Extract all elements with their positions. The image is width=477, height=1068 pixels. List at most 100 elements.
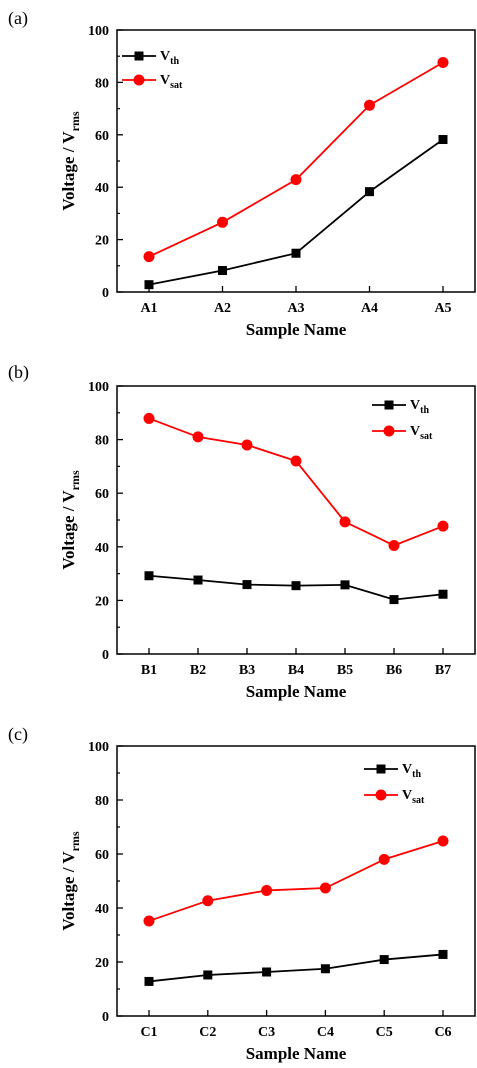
chart-panel-2: (b) 0 20 40 60 80 100 B1 B2 B3 B4 B5 B6 B7 Sample Name… xyxy=(8,362,476,701)
x-tick-label: C1 xyxy=(140,1025,157,1040)
point-sat xyxy=(290,174,302,186)
point-th xyxy=(193,575,203,585)
point-sat xyxy=(437,56,449,68)
point-th xyxy=(203,970,213,980)
point-th xyxy=(320,964,330,974)
series-line-sat xyxy=(148,840,444,922)
point-sat xyxy=(290,455,302,467)
x-tick-label: C3 xyxy=(258,1025,275,1040)
point-sat xyxy=(339,516,351,528)
point-th xyxy=(144,976,154,986)
x-tick-label: B1 xyxy=(141,663,157,678)
x-axis-title: Sample Name xyxy=(246,682,347,701)
x-tick-label: C5 xyxy=(376,1025,393,1040)
x-tick-label: B5 xyxy=(337,663,353,678)
x-axis-title: Sample Name xyxy=(246,1044,347,1063)
point-th xyxy=(365,187,374,197)
point-sat xyxy=(202,895,214,907)
point-sat xyxy=(319,882,331,894)
y-tick-label: 100 xyxy=(88,24,109,39)
legend-label-sat: Vsat xyxy=(160,73,183,91)
point-th xyxy=(438,589,448,599)
point-th xyxy=(218,266,227,276)
point-sat xyxy=(364,99,375,111)
y-tick-label: 20 xyxy=(95,956,109,971)
y-tick-label: 20 xyxy=(95,594,109,609)
y-tick-label: 0 xyxy=(102,1010,109,1025)
point-sat xyxy=(217,216,228,228)
legend-label-th: Vth xyxy=(160,49,179,67)
y-tick-label: 80 xyxy=(95,76,109,91)
point-sat xyxy=(143,251,155,263)
y-tick-label: 0 xyxy=(102,648,109,663)
point-sat xyxy=(378,853,390,865)
plot-frame xyxy=(116,745,476,1017)
y-tick-label: 80 xyxy=(95,794,109,809)
legend-label-sat: Vsat xyxy=(410,424,433,442)
y-axis-title: Voltage / Vrms xyxy=(59,831,82,931)
point-sat xyxy=(241,439,253,451)
x-tick-label: B3 xyxy=(239,663,255,678)
x-tick-label: A4 xyxy=(361,301,378,316)
point-th xyxy=(262,967,272,977)
legend-marker-th xyxy=(134,51,144,61)
panel-label: (a) xyxy=(8,8,28,29)
x-tick-label: B2 xyxy=(190,663,206,678)
series-line-sat xyxy=(148,61,444,258)
y-tick-label: 60 xyxy=(95,848,109,863)
panel-label: (b) xyxy=(8,362,29,383)
y-tick-label: 0 xyxy=(102,286,109,301)
x-tick-label: B7 xyxy=(435,663,451,678)
legend-label-th: Vth xyxy=(410,398,429,416)
x-tick-label: B4 xyxy=(288,663,304,678)
point-th xyxy=(144,280,154,290)
y-tick-label: 40 xyxy=(95,541,109,556)
series-line-th xyxy=(148,138,444,286)
point-th xyxy=(340,580,350,590)
y-tick-label: 40 xyxy=(95,181,109,196)
x-tick-label: A3 xyxy=(287,301,304,316)
point-sat xyxy=(437,835,449,847)
point-sat xyxy=(388,539,400,551)
point-th xyxy=(379,955,389,965)
x-axis-title: Sample Name xyxy=(246,320,347,339)
y-tick-label: 20 xyxy=(95,234,109,249)
chart-panel-1: (a) 0 20 40 60 80 100 A1 A2 A3 A4 A5 Sample Name Volt… xyxy=(8,8,476,339)
point-th xyxy=(291,248,301,258)
point-th xyxy=(144,571,154,581)
point-sat xyxy=(192,431,204,443)
y-tick-label: 100 xyxy=(88,380,109,395)
y-tick-label: 60 xyxy=(95,487,109,502)
x-tick-label: A5 xyxy=(434,301,451,316)
point-th xyxy=(438,135,448,145)
y-axis-title: Voltage / Vrms xyxy=(59,470,82,570)
x-tick-label: B6 xyxy=(386,663,402,678)
y-tick-label: 100 xyxy=(88,740,109,755)
chart-panel-3: (c) 0 20 40 60 80 100 C1 C2 C3 C4 C5 C6 Sample Name Vo… xyxy=(8,724,476,1063)
point-th xyxy=(389,595,399,605)
point-th xyxy=(291,581,301,591)
legend-marker-th xyxy=(384,400,394,410)
x-tick-label: A1 xyxy=(140,301,157,316)
y-tick-label: 60 xyxy=(95,129,109,144)
point-sat xyxy=(261,884,273,896)
point-sat xyxy=(437,520,449,532)
x-tick-label: C6 xyxy=(434,1025,451,1040)
series-line-th xyxy=(148,953,444,983)
point-th xyxy=(242,580,252,590)
x-tick-label: C2 xyxy=(199,1025,216,1040)
x-tick-label: A2 xyxy=(214,301,231,316)
point-sat xyxy=(143,412,155,424)
y-tick-label: 80 xyxy=(95,434,109,449)
y-axis-title: Voltage / Vrms xyxy=(59,111,82,211)
legend-marker-sat xyxy=(375,789,387,801)
legend-label-sat: Vsat xyxy=(402,788,425,806)
legend-marker-sat xyxy=(133,74,145,86)
legend-marker-sat xyxy=(383,425,395,437)
point-sat xyxy=(143,915,155,927)
x-tick-label: C4 xyxy=(317,1025,334,1040)
panel-label: (c) xyxy=(8,724,28,745)
point-th xyxy=(438,949,448,959)
legend-label-th: Vth xyxy=(402,762,421,780)
